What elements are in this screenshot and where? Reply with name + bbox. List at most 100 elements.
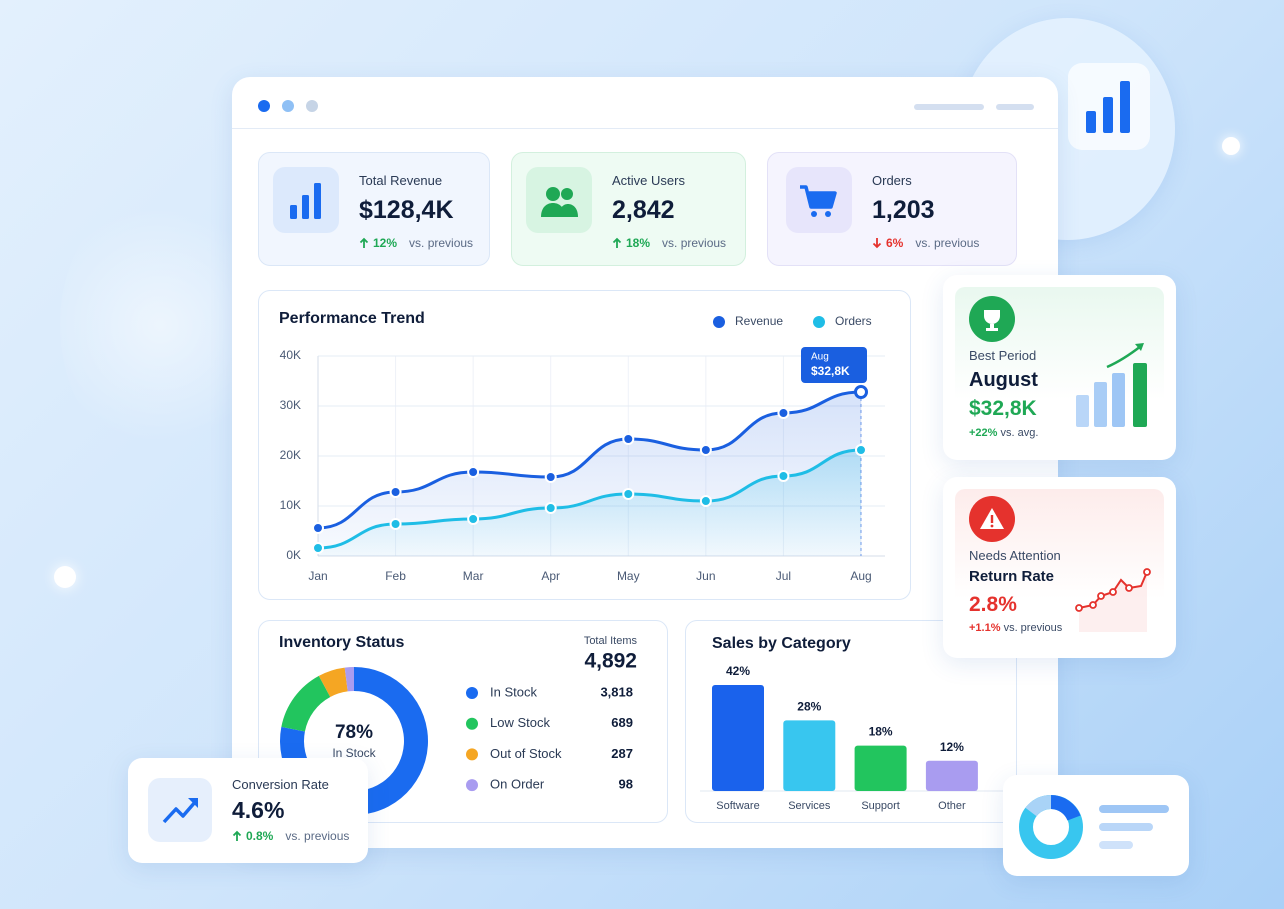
y-tick-label: 0K — [286, 548, 301, 562]
title: Return Rate — [969, 568, 1055, 585]
x-tick-label: Other — [938, 800, 966, 812]
legend-value: 3,818 — [600, 684, 633, 699]
legend-label: Orders — [835, 314, 872, 328]
x-tick-label: Jan — [308, 569, 327, 583]
mini-bars — [1076, 343, 1147, 427]
bar-value-label: 18% — [869, 725, 893, 739]
x-tick-label: Support — [861, 800, 900, 812]
legend-swatch — [713, 316, 725, 328]
change-value: 12% — [373, 236, 398, 250]
label: Best Period — [969, 348, 1037, 363]
bar-placeholder — [996, 104, 1034, 110]
legend-value: 287 — [611, 746, 633, 761]
kpi-card: Total Revenue $128,4K 12% vs. previous — [258, 152, 490, 266]
x-tick-label: Services — [788, 800, 831, 812]
y-tick-label: 40K — [280, 348, 301, 362]
value: $32,8K — [969, 397, 1037, 420]
point — [544, 471, 557, 483]
glow — [60, 190, 260, 460]
center-value: 78% — [335, 722, 373, 743]
legend-label: On Order — [490, 777, 545, 792]
kpi-title: Orders — [872, 173, 912, 188]
change: 0.8% vs. previous — [232, 829, 349, 843]
change-value: 18% — [626, 236, 651, 250]
point — [467, 466, 480, 478]
donut-segment — [318, 667, 348, 697]
window-dot[interactable] — [306, 100, 318, 112]
trend-arrow — [359, 237, 369, 248]
kpi-icon — [273, 167, 339, 233]
chart-title: Inventory Status — [279, 634, 404, 651]
tooltip-value: $32,8K — [811, 364, 850, 378]
total-label: Total Items — [584, 635, 638, 647]
change-value: 0.8% — [246, 829, 274, 843]
legend-value: 98 — [619, 777, 633, 792]
sparkle — [1222, 137, 1240, 155]
x-tick-label: Apr — [541, 569, 560, 583]
kpi-title: Total Revenue — [359, 173, 443, 188]
legend-swatch — [466, 748, 478, 761]
trend-card: Performance Trend Jan Feb Mar Apr May Jun Jul Au… — [258, 290, 911, 600]
note: vs. avg. — [1000, 427, 1039, 439]
bar-icon — [1086, 81, 1130, 133]
window-dot[interactable] — [258, 100, 270, 112]
legend-swatch — [466, 717, 478, 730]
chart-title: Sales by Category — [712, 635, 851, 652]
tooltip — [801, 347, 867, 383]
bar-placeholder — [914, 104, 984, 110]
title: August — [969, 369, 1038, 391]
kpi-value: 1,203 — [872, 196, 935, 224]
best-period-card: Best Period August $32,8K +22% vs. avg. — [943, 275, 1176, 460]
kpi-title: Active Users — [612, 173, 685, 188]
kpi-change: 6% vs. previous — [872, 236, 979, 250]
trend-arrow — [872, 238, 882, 249]
attention-card: Needs Attention Return Rate 2.8% +1.1% v… — [943, 477, 1176, 658]
total-value: 4,892 — [584, 650, 637, 673]
legend-label: In Stock — [490, 684, 537, 699]
y-tick-label: 30K — [280, 398, 301, 412]
change-note: vs. previous — [409, 236, 474, 250]
conversion-card: Conversion Rate 4.6% 0.8% vs. previous — [128, 758, 368, 863]
legend-label: Out of Stock — [490, 746, 562, 761]
bar — [783, 720, 836, 791]
value: 4.6% — [232, 797, 285, 823]
x-tick-label: Feb — [385, 569, 406, 583]
bar-value-label: 42% — [726, 664, 750, 678]
note: vs. previous — [1003, 622, 1063, 634]
deco-tile — [1068, 63, 1150, 150]
tooltip-category: Aug — [811, 352, 829, 363]
change-line: +1.1% vs. previous — [969, 622, 1062, 634]
kpi-icon — [526, 167, 592, 233]
point — [389, 486, 402, 498]
kpi-value: $128,4K — [359, 196, 454, 224]
x-tick-label: Software — [716, 800, 759, 812]
bar-value-label: 12% — [940, 740, 964, 754]
point — [312, 542, 324, 554]
alert-icon — [969, 496, 1015, 542]
title: Conversion Rate — [232, 777, 329, 792]
window-dot[interactable] — [282, 100, 294, 112]
sales-card: Sales by Category 42% Software 28% Services 1… — [685, 620, 1017, 823]
point — [312, 522, 324, 534]
kpi-card: Orders 1,203 6% vs. previous — [767, 152, 1017, 266]
title-bar — [232, 77, 1058, 129]
point — [389, 518, 402, 530]
trend-arrow — [612, 237, 622, 248]
line-chart: Performance Trend Jan Feb Mar Apr May Jun Jul Au… — [279, 310, 885, 583]
kpi-value: 2,842 — [612, 196, 675, 224]
point — [544, 502, 557, 514]
point — [777, 470, 790, 482]
bar — [712, 685, 764, 791]
x-tick-label: May — [617, 569, 640, 583]
trend-arrow — [232, 830, 242, 841]
center-label: In Stock — [332, 746, 376, 760]
change-line: +22% vs. avg. — [969, 427, 1038, 439]
bar — [854, 745, 907, 791]
sparkle — [54, 566, 76, 588]
y-tick-label: 10K — [280, 498, 301, 512]
area — [318, 392, 861, 556]
x-tick-label: Mar — [463, 569, 484, 583]
legend-swatch — [466, 779, 478, 792]
trophy-icon — [969, 296, 1015, 342]
value: 2.8% — [969, 593, 1017, 616]
